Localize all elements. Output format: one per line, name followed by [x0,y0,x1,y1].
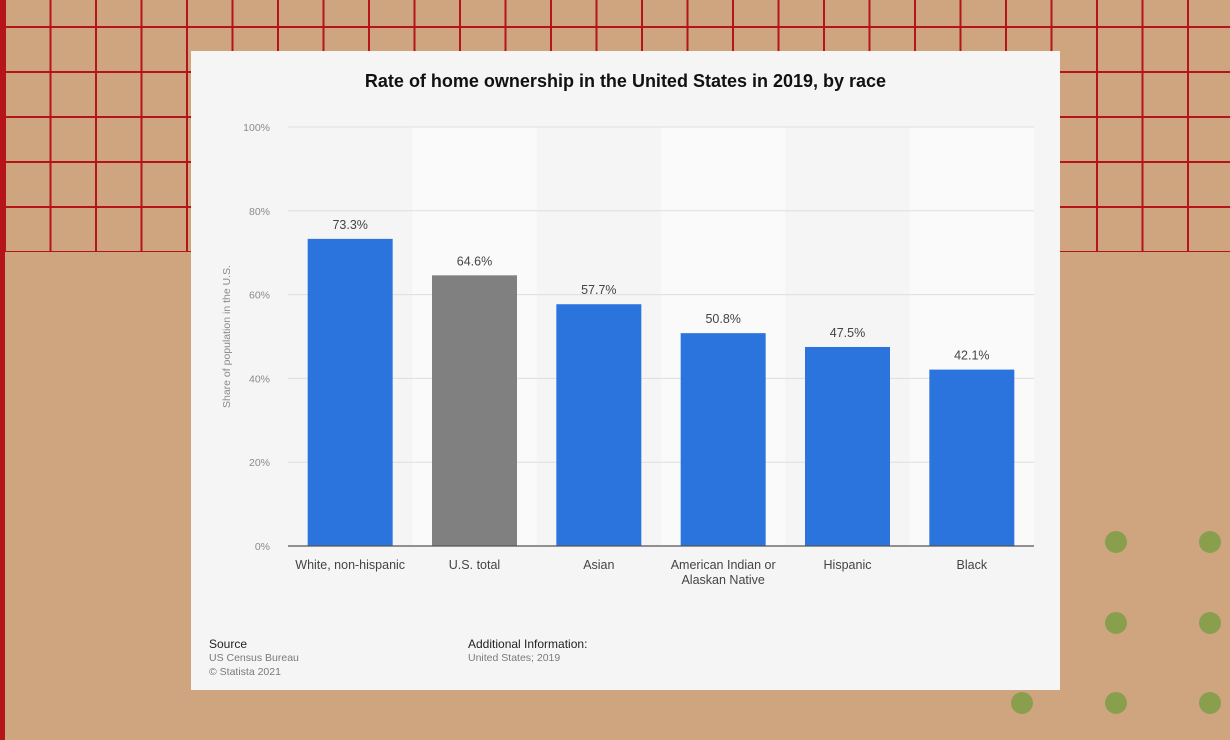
bar [805,346,890,546]
bar-chart: 0% 20% 40% 60% 80% 100% Share of population in… [221,122,1034,587]
decorative-dot [1199,531,1221,553]
x-tick-label: American Indian or [671,558,776,572]
y-tick-label: 100% [243,122,270,134]
x-tick-label: Asian [583,558,614,572]
y-axis-label: Share of population in the U.S. [221,265,233,408]
bar [929,369,1015,546]
x-tick-label: White, non-hispanic [295,558,405,572]
y-tick-label: 60% [249,290,270,302]
decorative-dot [1199,692,1221,714]
decorative-dot [1105,692,1127,714]
data-label: 73.3% [332,218,367,232]
left-edge-stripe [0,0,5,740]
data-label: 64.6% [457,254,492,268]
y-tick-label: 40% [249,373,270,385]
x-tick-label: U.S. total [449,558,500,572]
chart-card: Rate of home ownership in the United Sta… [191,51,1060,690]
data-label: 47.5% [830,326,865,340]
data-label: 57.7% [581,283,616,297]
decorative-dot [1105,531,1127,553]
y-tick-label: 0% [255,541,270,553]
y-tick-label: 80% [249,206,270,218]
y-tick-label: 20% [249,457,270,469]
additional-info-label: Additional Information: [468,637,588,651]
bar [680,333,766,546]
bar [307,238,393,547]
chart-title: Rate of home ownership in the United Sta… [364,71,887,91]
decorative-dot [1199,612,1221,634]
decorative-dot [1105,612,1127,634]
additional-info-line: United States; 2019 [468,652,561,664]
source-line: US Census Bureau [209,652,299,664]
data-label: 50.8% [705,312,740,326]
x-tick-label: Hispanic [824,558,872,572]
bar [556,304,642,546]
data-label: 42.1% [954,349,989,363]
source-label: Source [209,637,248,651]
x-tick-label: Black [957,558,988,572]
source-line: © Statista 2021 [209,666,281,678]
decorative-dot [1011,692,1033,714]
bar [432,275,517,546]
x-tick-label: Alaskan Native [681,573,764,587]
